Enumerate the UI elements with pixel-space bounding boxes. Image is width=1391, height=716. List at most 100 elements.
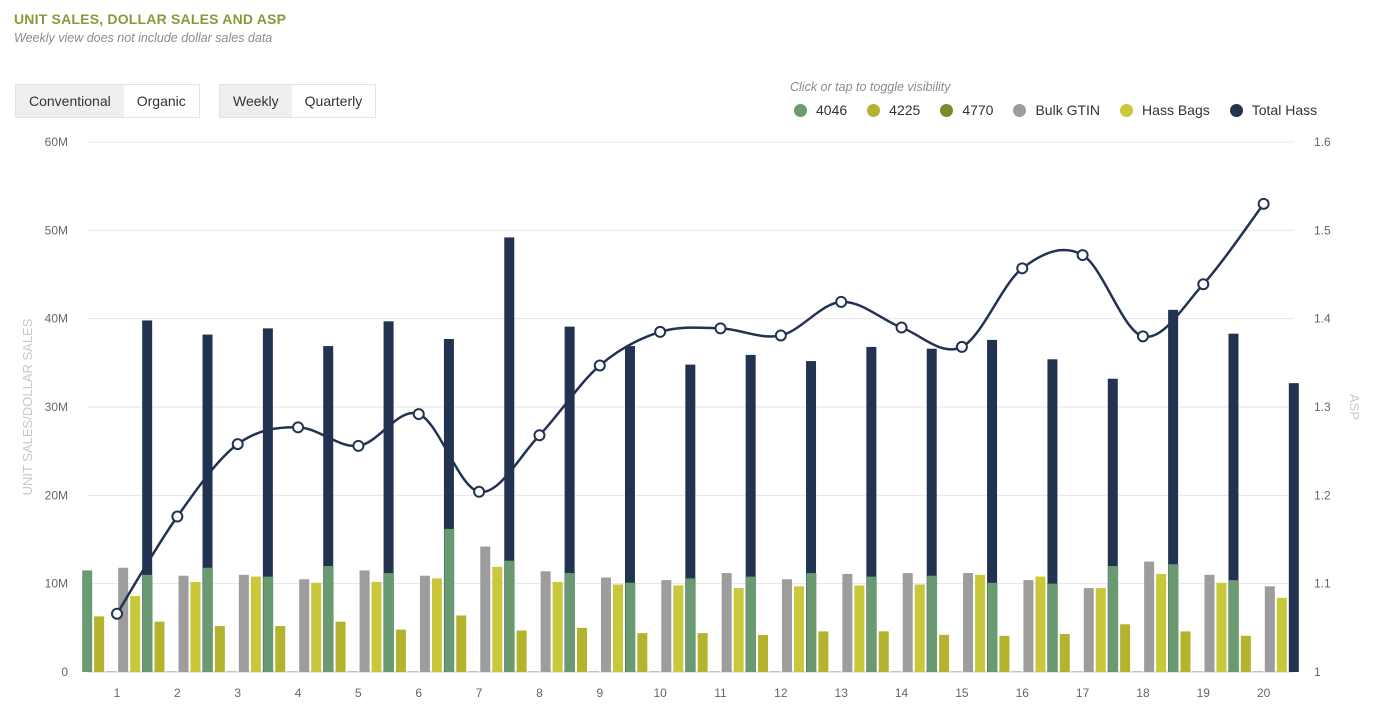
bar-bulk-gtin	[1204, 574, 1215, 672]
legend-label: Hass Bags	[1142, 102, 1210, 118]
legend-label: Total Hass	[1251, 102, 1318, 118]
y2-tick-label: 1.2	[1314, 488, 1331, 502]
y-tick-label: 20M	[45, 488, 68, 502]
bar-4046	[202, 567, 213, 672]
bar-4225	[275, 626, 286, 672]
y2-tick-label: 1.6	[1314, 135, 1331, 149]
legend-dot-icon	[867, 103, 881, 117]
bar-hass-bags	[190, 581, 201, 672]
legend-label: 4046	[816, 102, 848, 118]
bar-total-hass	[685, 364, 696, 672]
bar-4225	[94, 616, 105, 672]
legend-dot-icon	[940, 103, 954, 117]
x-tick-label: 5	[355, 686, 362, 700]
y2-tick-label: 1.1	[1314, 577, 1331, 591]
legend-item-hass-bags[interactable]: Hass Bags	[1120, 102, 1210, 118]
y-axis-title: UNIT SALES/DOLLAR SALES	[20, 318, 35, 495]
bar-bulk-gtin	[178, 575, 189, 672]
legend-item-4046[interactable]: 4046	[794, 102, 847, 118]
x-tick-label: 11	[714, 686, 727, 700]
asp-point	[231, 438, 244, 451]
legend-label: Bulk GTIN	[1035, 102, 1101, 118]
bar-bulk-gtin	[600, 577, 611, 672]
bar-hass-bags	[311, 582, 322, 672]
legend: 4046 4225 4770 Bulk GTIN Hass Bags Total…	[794, 102, 1317, 118]
bar-bulk-gtin	[118, 567, 129, 672]
bar-bulk-gtin	[782, 579, 793, 672]
x-tick-label: 12	[774, 686, 788, 700]
bar-total-hass	[745, 354, 756, 672]
bar-total-hass	[1288, 383, 1299, 672]
asp-point	[473, 485, 486, 498]
legend-item-total-hass[interactable]: Total Hass	[1229, 102, 1318, 118]
bar-bulk-gtin	[238, 574, 249, 672]
bar-4225	[154, 621, 165, 672]
x-tick-label: 20	[1257, 686, 1271, 700]
bar-total-hass	[1228, 333, 1239, 672]
x-tick-label: 9	[596, 686, 603, 700]
bar-4046	[927, 575, 938, 672]
bar-4225	[1180, 631, 1191, 672]
bar-4046	[263, 576, 274, 672]
quarterly-button[interactable]: Quarterly	[291, 85, 376, 117]
legend-dot-icon	[794, 103, 807, 117]
weekly-button[interactable]: Weekly	[220, 85, 292, 117]
bar-hass-bags	[854, 585, 865, 672]
x-tick-label: 6	[415, 686, 422, 700]
bar-hass-bags	[130, 596, 141, 672]
period-toggle: Weekly Quarterly	[219, 84, 377, 118]
bar-total-hass	[987, 339, 998, 672]
x-tick-label: 17	[1076, 686, 1090, 700]
bar-4046	[383, 573, 394, 672]
bar-4046	[1047, 583, 1058, 672]
bar-bulk-gtin	[359, 570, 370, 672]
organic-button[interactable]: Organic	[123, 85, 199, 117]
bar-total-hass	[866, 346, 877, 672]
bar-bulk-gtin	[299, 579, 310, 672]
bar-hass-bags	[250, 576, 261, 672]
x-tick-label: 15	[955, 686, 969, 700]
legend-item-4225[interactable]: 4225	[867, 102, 920, 118]
bar-total-hass	[624, 346, 635, 672]
y-tick-label: 10M	[45, 577, 68, 591]
x-tick-label: 16	[1016, 686, 1030, 700]
bar-4046	[1108, 566, 1119, 672]
bar-hass-bags	[673, 585, 684, 672]
conventional-button[interactable]: Conventional	[16, 85, 124, 117]
x-tick-label: 18	[1136, 686, 1150, 700]
bar-4225	[758, 634, 769, 672]
asp-point	[774, 329, 787, 342]
y-tick-label: 30M	[45, 400, 68, 414]
asp-point	[1136, 330, 1149, 343]
bar-hass-bags	[1156, 573, 1167, 672]
legend-item-4770[interactable]: 4770	[940, 102, 993, 118]
bar-4046	[685, 578, 696, 672]
bar-4046	[625, 582, 636, 672]
chart-subtitle: Weekly view does not include dollar sale…	[14, 31, 273, 45]
asp-point	[895, 321, 908, 334]
bar-4225	[456, 615, 467, 672]
bar-4225	[1240, 635, 1251, 672]
bar-hass-bags	[1095, 588, 1106, 672]
x-tick-label: 19	[1197, 686, 1211, 700]
bar-bulk-gtin	[661, 580, 672, 672]
bar-total-hass	[926, 348, 937, 672]
y2-axis-title: ASP	[1347, 394, 1362, 420]
bar-bulk-gtin	[842, 573, 853, 672]
x-tick-label: 7	[476, 686, 483, 700]
bar-4225	[818, 631, 829, 672]
legend-label: 4225	[889, 102, 921, 118]
x-tick-label: 4	[295, 686, 302, 700]
legend-label: 4770	[962, 102, 994, 118]
bar-bulk-gtin	[721, 573, 732, 672]
bar-total-hass	[323, 346, 334, 672]
x-tick-label: 8	[536, 686, 543, 700]
y2-tick-label: 1.3	[1314, 400, 1331, 414]
bar-total-hass	[1047, 359, 1058, 672]
bar-total-hass	[262, 328, 273, 672]
asp-point	[533, 429, 546, 442]
legend-item-bulk-gtin[interactable]: Bulk GTIN	[1013, 102, 1100, 118]
bar-4046	[866, 576, 877, 672]
bar-4225	[395, 629, 406, 672]
y2-tick-label: 1.5	[1314, 223, 1331, 237]
